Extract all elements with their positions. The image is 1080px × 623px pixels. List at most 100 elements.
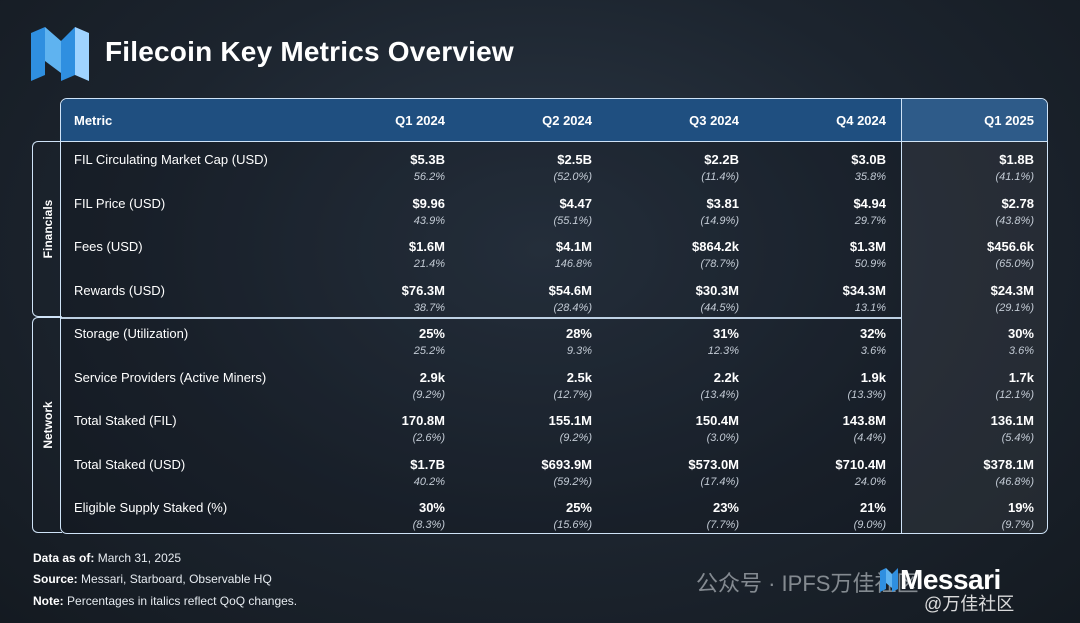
- metric-value: 21%: [859, 500, 886, 515]
- metric-value: $3.0B: [851, 152, 886, 167]
- footer-data-as-of-label: Data as of:: [33, 551, 95, 565]
- table-row: Fees (USD) $1.6M 21.4% $4.1M 146.8% $864.2k (7…: [61, 232, 1047, 275]
- qoq-change: (46.8%): [995, 475, 1034, 488]
- qoq-change: 12.3%: [707, 345, 739, 357]
- qoq-change: (55.1%): [553, 214, 592, 227]
- metric-label: Total Staked (USD): [74, 456, 186, 472]
- watermark-handle: @万佳社区: [924, 594, 1015, 614]
- metric-value: 150.4M: [695, 413, 739, 428]
- metric-value: 19%: [1007, 500, 1034, 515]
- qoq-change: (9.7%): [1001, 519, 1034, 531]
- metric-value: 1.7k: [1008, 369, 1034, 385]
- qoq-change: 24.0%: [854, 475, 886, 488]
- column-header-q1-2024: Q1 2024: [395, 113, 445, 128]
- qoq-change: (9.0%): [853, 519, 886, 531]
- metric-label: Total Staked (FIL): [74, 413, 177, 428]
- metric-value: 136.1M: [990, 413, 1034, 428]
- table-row: Rewards (USD) $76.3M 38.7% $54.6M (28.4%) $30…: [61, 276, 1047, 319]
- metric-value: $573.0M: [688, 456, 739, 472]
- footer-source: Source: Messari, Starboard, Observable H…: [33, 572, 272, 586]
- qoq-change: 13.1%: [854, 301, 886, 314]
- metric-value: $710.4M: [835, 456, 886, 472]
- metric-value: $456.6k: [987, 239, 1034, 254]
- qoq-change: (65.0%): [995, 258, 1034, 270]
- metric-label: Rewards (USD): [74, 282, 166, 298]
- table-row: Total Staked (FIL) 170.8M (2.6%) 155.1M (9.2…: [61, 406, 1047, 449]
- qoq-change: 50.9%: [854, 258, 886, 270]
- metric-value: $1.7B: [410, 456, 445, 472]
- qoq-change: 3.6%: [860, 345, 886, 357]
- qoq-change: 35.8%: [854, 171, 886, 183]
- metric-value: 1.9k: [860, 369, 886, 385]
- metric-value: $3.81: [706, 195, 739, 211]
- metric-value: $30.3M: [695, 282, 739, 298]
- metric-value: $693.9M: [541, 456, 592, 472]
- qoq-change: (29.1%): [995, 301, 1034, 314]
- qoq-change: 56.2%: [413, 171, 445, 183]
- metric-value: $54.6M: [548, 282, 592, 298]
- qoq-change: 21.4%: [413, 258, 445, 270]
- qoq-change: (9.2%): [559, 432, 592, 444]
- table-row: Eligible Supply Staked (%) 30% (8.3%) 25% (1…: [61, 493, 1047, 533]
- metric-value: $5.3B: [410, 152, 445, 167]
- footer-data-as-of: Data as of: March 31, 2025: [33, 551, 181, 565]
- metric-value: 25%: [565, 500, 592, 515]
- footer-source-label: Source:: [33, 572, 78, 586]
- metric-value: 155.1M: [548, 413, 592, 428]
- footer-source-value: Messari, Starboard, Observable HQ: [81, 572, 272, 586]
- section-financials-label: Financials: [40, 199, 55, 259]
- qoq-change: (2.6%): [412, 432, 445, 444]
- metric-value: $34.3M: [842, 282, 886, 298]
- qoq-change: (14.9%): [700, 214, 739, 227]
- qoq-change: 29.7%: [854, 214, 886, 227]
- qoq-change: (12.7%): [553, 388, 592, 401]
- metric-value: $4.1M: [555, 239, 592, 254]
- column-header-metric: Metric: [74, 113, 113, 128]
- qoq-change: (43.8%): [995, 214, 1034, 227]
- qoq-change: (41.1%): [995, 171, 1034, 183]
- qoq-change: (11.4%): [701, 171, 739, 183]
- metric-label: FIL Circulating Market Cap (USD): [74, 152, 268, 167]
- metric-value: 32%: [859, 326, 886, 341]
- qoq-change: (52.0%): [553, 171, 592, 183]
- qoq-change: (7.7%): [706, 519, 739, 531]
- messari-brand-icon: [880, 568, 898, 592]
- table-row: Storage (Utilization) 25% 25.2% 28% 9.3% 31% 1…: [61, 319, 1047, 362]
- column-header-q2-2024: Q2 2024: [542, 113, 592, 128]
- section-financials: Financials: [32, 141, 62, 317]
- table-row: FIL Circulating Market Cap (USD) $5.3B 56.…: [61, 145, 1047, 188]
- table-row: FIL Price (USD) $9.96 43.9% $4.47 (55.1%) $3.…: [61, 189, 1047, 232]
- metric-value: 2.9k: [419, 369, 445, 385]
- metric-value: 2.5k: [566, 369, 592, 385]
- metric-value: 30%: [418, 500, 445, 515]
- footer-note: Note: Percentages in italics reflect QoQ…: [33, 594, 297, 608]
- metric-label: Storage (Utilization): [74, 326, 189, 341]
- metric-value: 2.2k: [713, 369, 739, 385]
- metric-value: $864.2k: [692, 239, 739, 254]
- metric-label: Eligible Supply Staked (%): [74, 500, 228, 515]
- column-header-q3-2024: Q3 2024: [689, 113, 739, 128]
- metric-value: 28%: [565, 326, 592, 341]
- metric-value: $2.78: [1001, 195, 1034, 211]
- metric-value: $4.47: [559, 195, 592, 211]
- qoq-change: (8.3%): [412, 519, 445, 531]
- metric-value: $2.2B: [704, 152, 739, 167]
- section-network-label: Network: [40, 401, 55, 449]
- footer-data-as-of-value: March 31, 2025: [97, 551, 182, 565]
- qoq-change: (15.6%): [553, 519, 592, 531]
- highlight-column-q1-2025: [901, 99, 1047, 533]
- metric-label: Fees (USD): [74, 239, 143, 254]
- metric-value: $4.94: [853, 195, 886, 211]
- qoq-change: (13.3%): [847, 388, 886, 401]
- section-network: Network: [32, 317, 62, 533]
- metric-value: $2.5B: [557, 152, 592, 167]
- qoq-change: 40.2%: [413, 475, 445, 488]
- qoq-change: 38.7%: [413, 301, 445, 314]
- qoq-change: (13.4%): [700, 388, 739, 401]
- metric-value: $1.6M: [408, 239, 445, 254]
- metric-value: 31%: [712, 326, 739, 341]
- metric-value: $1.3M: [849, 239, 886, 254]
- column-header-q1-2025: Q1 2025: [984, 113, 1034, 128]
- metric-value: $24.3M: [990, 282, 1034, 298]
- qoq-change: (28.4%): [553, 301, 592, 314]
